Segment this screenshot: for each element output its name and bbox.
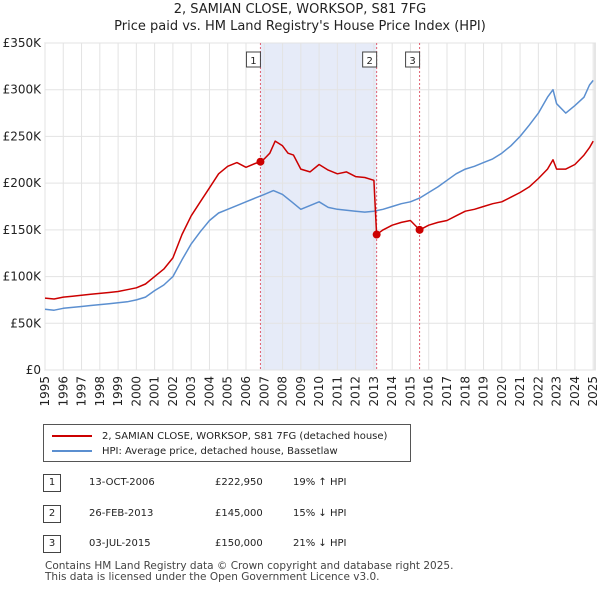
x-tick-label: 2008 xyxy=(276,376,290,407)
x-tick-label: 2007 xyxy=(257,376,271,407)
legend: 2, SAMIAN CLOSE, WORKSOP, S81 7FG (detac… xyxy=(43,424,411,462)
x-tick-label: 2013 xyxy=(367,376,381,407)
legend-label-hpi: HPI: Average price, detached house, Bass… xyxy=(102,445,338,457)
sale-date: 03-JUL-2015 xyxy=(89,538,151,549)
x-tick-label: 2011 xyxy=(330,376,344,407)
sale-box xyxy=(245,51,261,68)
y-tick-label: £350K xyxy=(3,36,43,50)
y-tick-label: £0 xyxy=(26,363,41,377)
footer-line-1: Contains HM Land Registry data © Crown c… xyxy=(45,560,454,572)
sale-price: £145,000 xyxy=(215,508,263,519)
x-tick-label: 2019 xyxy=(477,376,491,407)
y-tick-label: £300K xyxy=(3,83,43,97)
x-tick-label: 2009 xyxy=(294,376,308,407)
sale-box-label: 1 xyxy=(250,56,256,67)
sale-marker: 2 xyxy=(43,505,61,523)
x-tick-label: 2010 xyxy=(312,376,326,407)
x-tick-label: 1996 xyxy=(56,376,70,407)
chart-subtitle: Price paid vs. HM Land Registry's House … xyxy=(114,19,486,34)
x-tick-label: 2002 xyxy=(166,376,180,407)
x-tick-label: 1997 xyxy=(75,376,89,407)
x-tick-label: 2001 xyxy=(148,376,162,407)
y-tick-label: £200K xyxy=(3,176,43,190)
sale-point xyxy=(415,225,424,234)
x-tick-label: 2023 xyxy=(550,376,564,407)
x-tick-label: 2004 xyxy=(202,376,216,407)
chart-title: 2, SAMIAN CLOSE, WORKSOP, S81 7FG xyxy=(173,2,427,17)
legend-swatch-hpi xyxy=(52,450,92,452)
sale-marker: 1 xyxy=(43,474,61,492)
x-tick-label: 2022 xyxy=(531,376,545,407)
x-tick-label: 2012 xyxy=(349,376,363,407)
x-tick-label: 2014 xyxy=(385,376,399,407)
sale-hpi-diff: 19% ↑ HPI xyxy=(293,477,347,488)
x-tick-label: 2003 xyxy=(184,376,198,407)
legend-item-hpi: HPI: Average price, detached house, Bass… xyxy=(52,444,338,458)
property-price-line xyxy=(44,140,594,300)
sale-point xyxy=(256,157,265,166)
x-tick-label: 2017 xyxy=(440,376,454,407)
sale-box xyxy=(362,51,378,68)
x-tick-label: 2006 xyxy=(239,376,253,407)
sale-price: £150,000 xyxy=(215,538,263,549)
sale-date: 26-FEB-2013 xyxy=(89,508,154,519)
sale-box-label: 2 xyxy=(366,56,372,67)
sale-hpi-diff: 15% ↓ HPI xyxy=(293,508,347,519)
y-tick-label: £100K xyxy=(3,270,43,284)
footer: Contains HM Land Registry data © Crown c… xyxy=(45,561,453,583)
price-chart: £0 £50K £100K £150K £200K £250K £300K £350K 1995… xyxy=(3,36,600,407)
sale-marker: 3 xyxy=(43,535,61,553)
sale-box xyxy=(405,51,421,68)
x-tick-label: 2018 xyxy=(458,376,472,407)
x-tick-label: 2020 xyxy=(495,376,509,407)
x-tick-label: 1999 xyxy=(111,376,125,407)
y-tick-label: £50K xyxy=(10,316,42,330)
x-tick-label: 2015 xyxy=(403,376,417,407)
legend-swatch-property xyxy=(52,435,92,437)
hpi-line xyxy=(44,79,594,311)
legend-item-property: 2, SAMIAN CLOSE, WORKSOP, S81 7FG (detac… xyxy=(52,429,387,443)
x-tick-label: 1998 xyxy=(93,376,107,407)
y-tick-label: £250K xyxy=(3,129,43,143)
x-tick-label: 2000 xyxy=(129,376,143,407)
shaded-period xyxy=(260,43,377,370)
x-tick-label: 2016 xyxy=(422,376,436,407)
sale-point xyxy=(372,230,381,239)
x-tick-label: 2005 xyxy=(221,376,235,407)
sale-box-label: 3 xyxy=(409,56,415,67)
footer-line-2: This data is licensed under the Open Gov… xyxy=(45,571,380,583)
y-tick-label: £150K xyxy=(3,223,43,237)
x-tick-label: 2021 xyxy=(513,376,527,407)
sale-hpi-diff: 21% ↓ HPI xyxy=(293,538,347,549)
x-tick-label: 2024 xyxy=(568,376,582,407)
x-tick-label: 1995 xyxy=(38,376,52,407)
sale-price: £222,950 xyxy=(215,477,263,488)
legend-label-property: 2, SAMIAN CLOSE, WORKSOP, S81 7FG (detac… xyxy=(102,430,388,442)
x-tick-label: 2025 xyxy=(586,376,600,407)
sale-date: 13-OCT-2006 xyxy=(89,477,155,488)
